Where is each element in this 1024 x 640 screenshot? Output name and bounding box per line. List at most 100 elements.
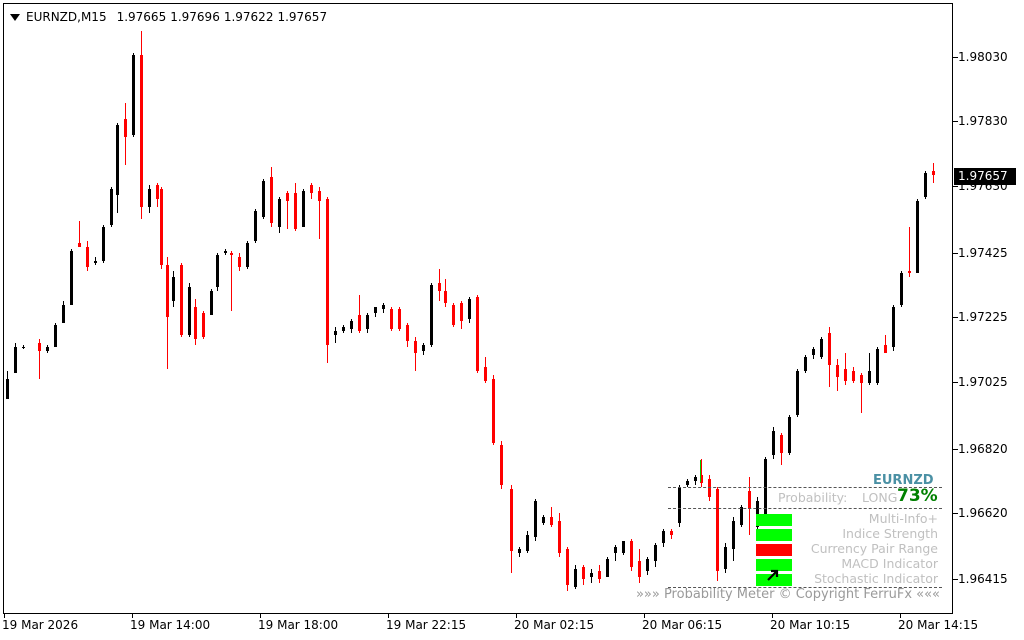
candle-body (828, 333, 831, 365)
pm-item-multi-info: Multi-Info+ (868, 511, 938, 526)
time-tick (516, 614, 517, 618)
time-label: 20 Mar 06:15 (642, 618, 723, 632)
candle-body (780, 435, 783, 453)
candle-body (460, 303, 463, 321)
candle-body (510, 489, 513, 551)
candle-body (468, 299, 471, 319)
candle-body (302, 191, 305, 227)
candle-body (452, 305, 455, 325)
pm-divider-mid (668, 508, 942, 509)
candle-body (724, 547, 727, 569)
time-label: 19 Mar 22:15 (386, 618, 467, 632)
candle-body (78, 243, 81, 247)
candle-body (326, 199, 329, 345)
price-tick (953, 579, 958, 580)
candle-body (694, 477, 697, 481)
time-tick (260, 614, 261, 618)
time-label: 19 Mar 18:00 (258, 618, 339, 632)
price-label: 1.96820 (958, 442, 1008, 456)
candle-body (884, 345, 887, 353)
candle-body (148, 189, 151, 207)
price-tick (953, 513, 958, 514)
candle-body (294, 193, 297, 229)
current-price-tag: 1.97657 (954, 168, 1016, 185)
time-tick (900, 614, 901, 618)
candle-body (686, 481, 689, 485)
candle-body (430, 285, 433, 345)
candle-body (216, 255, 219, 287)
candle-body (246, 243, 249, 267)
price-tick (953, 186, 958, 187)
candle-body (310, 185, 313, 193)
candle-body (382, 305, 385, 309)
time-tick (772, 614, 773, 618)
candle-body (54, 325, 57, 347)
pm-item-macd: MACD Indicator (841, 556, 938, 571)
candle-body (500, 445, 503, 485)
candle-body (172, 277, 175, 301)
pm-signal-bar (756, 514, 792, 526)
candle-body (342, 327, 345, 331)
pm-symbol: EURNZD (873, 473, 934, 488)
chart-header: EURNZD,M15 1.97665 1.97696 1.97622 1.976… (10, 10, 327, 24)
candle-body (160, 189, 163, 265)
candle-body (638, 561, 641, 577)
candle-body (270, 177, 273, 223)
pm-item-stochastic: Stochastic Indicator (814, 571, 938, 586)
pm-probability-label: Probability: (778, 490, 848, 505)
candle-body (484, 367, 487, 381)
chart-area[interactable]: EURNZD,M15 1.97665 1.97696 1.97622 1.976… (3, 3, 953, 614)
candle-body (820, 339, 823, 357)
time-label: 19 Mar 14:00 (130, 618, 211, 632)
candle-body (900, 273, 903, 305)
candle-body (476, 297, 479, 371)
candle-body (868, 371, 871, 383)
candle-body (788, 417, 791, 453)
time-label: 20 Mar 10:15 (770, 618, 851, 632)
candle-body (670, 531, 673, 535)
candle-body (740, 507, 743, 525)
candle-body (518, 549, 521, 553)
candle-body (124, 119, 127, 137)
candle-body (534, 501, 537, 537)
candle-body (14, 347, 17, 373)
candle-body (366, 315, 369, 329)
pm-divider-bottom (668, 587, 942, 588)
candle-body (334, 331, 337, 335)
time-tick (132, 614, 133, 618)
candle-body (278, 199, 281, 227)
candle-body (716, 489, 719, 571)
price-tick (953, 121, 958, 122)
price-label: 1.97025 (958, 375, 1008, 389)
candle-body (202, 313, 205, 337)
candle-body (422, 345, 425, 351)
candle-body (6, 379, 9, 399)
pm-signal-bar (756, 574, 792, 586)
price-label: 1.96620 (958, 506, 1008, 520)
time-label: 19 Mar 2026 (2, 618, 79, 632)
candle-body (22, 347, 25, 348)
candle-body (254, 211, 257, 241)
candle-body (606, 559, 609, 577)
pm-signal-bar (756, 529, 792, 541)
arrow-up-right-icon (767, 569, 779, 581)
candle-body (700, 475, 703, 483)
candle-body (438, 283, 441, 291)
low-value: 1.97622 (223, 10, 274, 24)
candle-body (116, 125, 119, 195)
candle-body (590, 573, 593, 577)
candle-body (708, 479, 711, 497)
price-label: 1.97830 (958, 114, 1008, 128)
candle-body (398, 309, 401, 329)
candle-body (230, 253, 233, 255)
candle-body (38, 343, 41, 351)
candle-body (844, 369, 847, 381)
candle-body (932, 171, 935, 175)
dropdown-triangle-icon[interactable] (10, 13, 20, 21)
candle-body (406, 325, 409, 341)
candle-body (62, 305, 65, 323)
candle-body (194, 307, 197, 339)
candle-body (414, 341, 417, 353)
candle-body (908, 271, 911, 273)
candle-body (46, 347, 49, 351)
